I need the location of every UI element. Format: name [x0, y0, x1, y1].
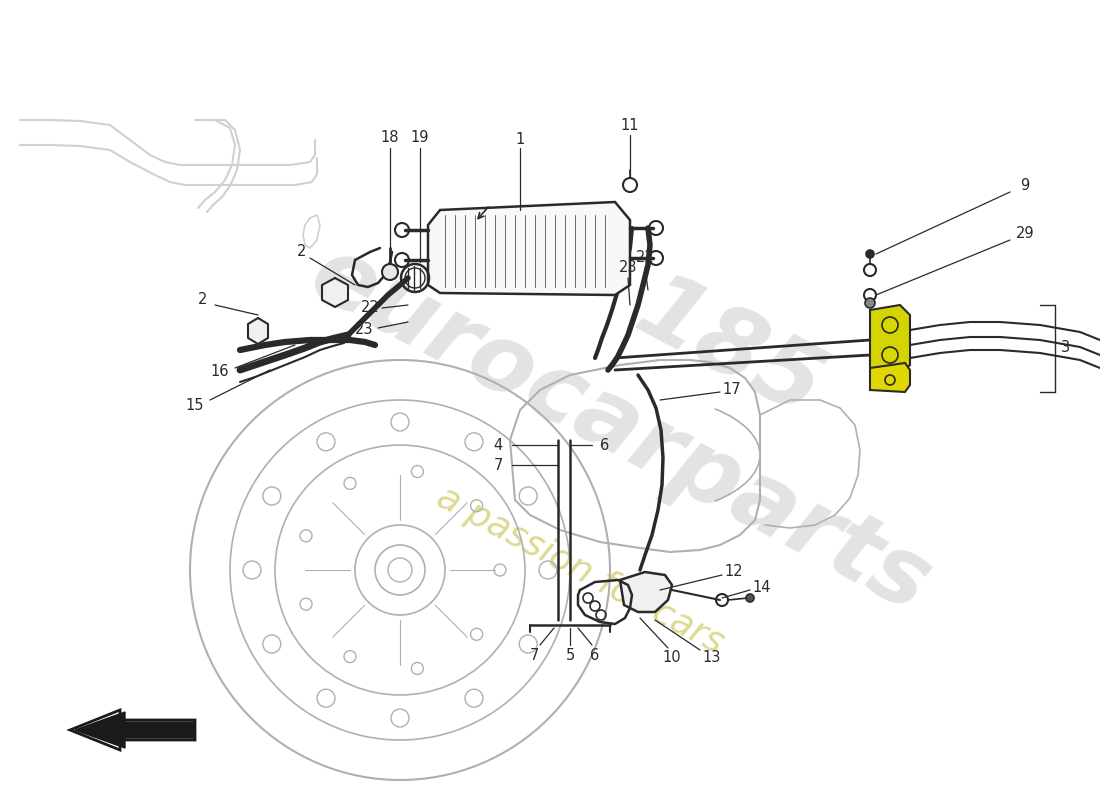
Text: 10: 10 — [662, 650, 681, 666]
Circle shape — [866, 250, 874, 258]
Text: 2: 2 — [297, 245, 307, 259]
Text: 15: 15 — [186, 398, 205, 414]
Circle shape — [865, 298, 874, 308]
Polygon shape — [870, 305, 910, 373]
Text: 22: 22 — [636, 250, 654, 266]
Text: 29: 29 — [1015, 226, 1034, 241]
Text: 11: 11 — [620, 118, 639, 133]
Circle shape — [882, 317, 898, 333]
Polygon shape — [428, 202, 630, 295]
Text: 16: 16 — [211, 365, 229, 379]
Text: 22: 22 — [361, 301, 379, 315]
Text: 19: 19 — [410, 130, 429, 146]
Text: 7: 7 — [493, 458, 503, 473]
Text: 7: 7 — [529, 647, 539, 662]
Text: eurocarparts: eurocarparts — [295, 228, 946, 632]
Text: 23: 23 — [354, 322, 373, 338]
Polygon shape — [75, 712, 195, 748]
Circle shape — [882, 347, 898, 363]
Text: a passion for cars: a passion for cars — [431, 480, 729, 660]
Circle shape — [382, 264, 398, 280]
Text: 12: 12 — [725, 565, 744, 579]
Polygon shape — [248, 318, 268, 344]
Circle shape — [746, 594, 754, 602]
Polygon shape — [322, 278, 348, 307]
Text: 9: 9 — [1021, 178, 1030, 193]
Text: 17: 17 — [723, 382, 741, 398]
Text: 2: 2 — [198, 293, 208, 307]
Text: 1: 1 — [516, 133, 525, 147]
Text: 23: 23 — [618, 261, 637, 275]
Text: 18: 18 — [381, 130, 399, 146]
Text: 14: 14 — [752, 581, 771, 595]
Polygon shape — [620, 572, 672, 612]
Text: 6: 6 — [601, 438, 609, 453]
Polygon shape — [870, 363, 910, 392]
Text: 13: 13 — [703, 650, 722, 666]
Text: 185: 185 — [621, 263, 838, 437]
Text: 3: 3 — [1060, 341, 1069, 355]
Text: 4: 4 — [494, 438, 503, 453]
Text: 5: 5 — [565, 647, 574, 662]
Text: 6: 6 — [591, 647, 600, 662]
